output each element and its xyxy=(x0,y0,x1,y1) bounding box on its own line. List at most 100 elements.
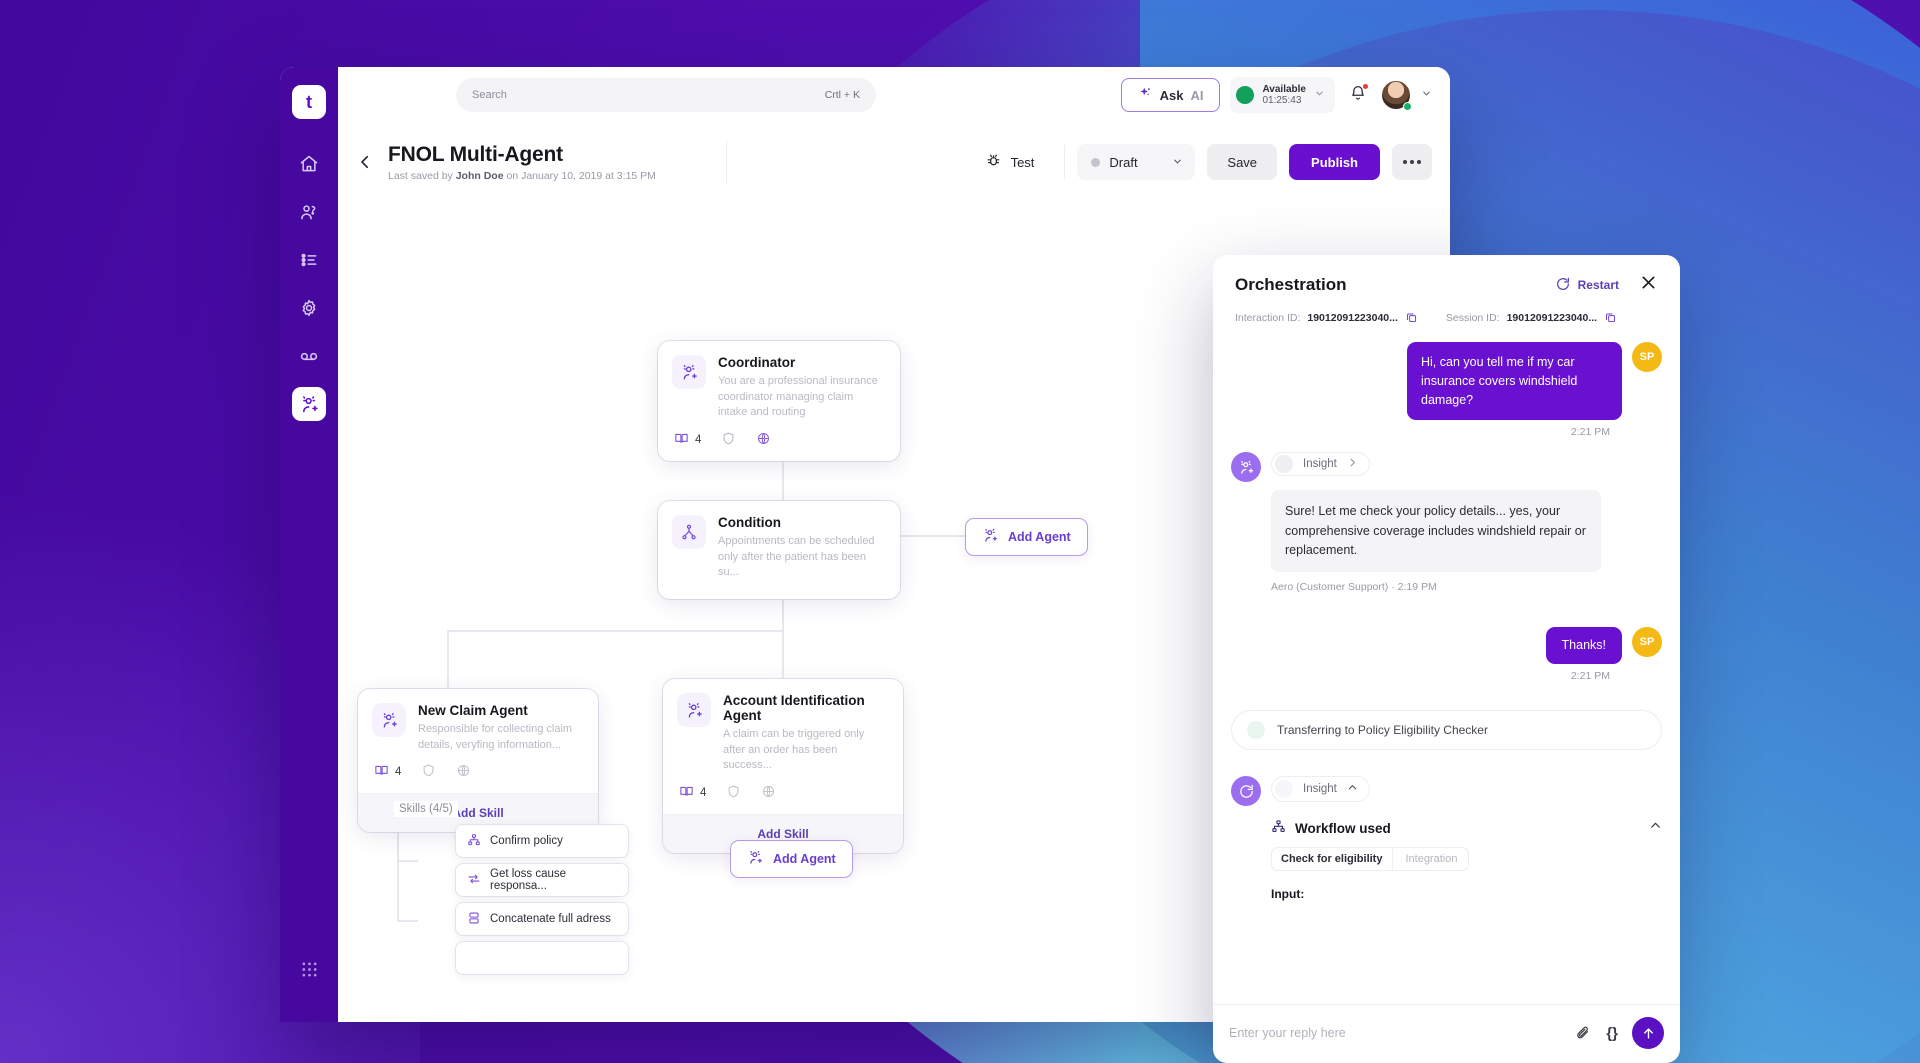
page-header-left: FNOL Multi-Agent Last saved by John Doe … xyxy=(338,123,718,201)
message-agent-1: Sure! Let me check your policy details..… xyxy=(1271,490,1601,573)
knowledge-count[interactable]: 4 xyxy=(674,431,701,449)
integration-indicator[interactable] xyxy=(756,431,771,449)
transform-icon xyxy=(467,872,481,889)
node-meta: 4 xyxy=(658,431,900,461)
message-timestamp: 2:21 PM xyxy=(1570,426,1610,439)
add-agent-button-right[interactable]: Add Agent xyxy=(965,518,1088,556)
message-user-1: Hi, can you tell me if my car insurance … xyxy=(1231,342,1662,421)
shield-icon xyxy=(721,431,736,449)
close-button[interactable] xyxy=(1639,273,1658,297)
availability-text: Available 01:25:43 xyxy=(1262,84,1306,107)
book-icon xyxy=(679,784,694,802)
integration-indicator[interactable] xyxy=(761,784,776,802)
page-title-block: FNOL Multi-Agent Last saved by John Doe … xyxy=(388,143,656,182)
node-description: You are a professional insurance coordin… xyxy=(718,375,878,419)
add-agent-label: Add Agent xyxy=(1008,530,1071,544)
code-braces-icon[interactable]: {} xyxy=(1606,1024,1618,1042)
list-icon xyxy=(299,250,319,270)
globe-icon xyxy=(761,784,776,802)
sidebar-item-agents[interactable] xyxy=(292,195,326,229)
send-button[interactable] xyxy=(1632,1017,1664,1049)
page-header: FNOL Multi-Agent Last saved by John Doe … xyxy=(338,123,1450,201)
guardrail-indicator[interactable] xyxy=(726,784,741,802)
message-timestamp: 2:21 PM xyxy=(1570,670,1610,683)
publish-button[interactable]: Publish xyxy=(1289,144,1380,180)
notifications-button[interactable] xyxy=(1345,82,1371,108)
top-bar-right: Ask AI Available 01:25:43 xyxy=(1120,77,1432,113)
gear-icon xyxy=(299,298,319,318)
restart-label: Restart xyxy=(1577,278,1619,292)
workflow-icon xyxy=(467,833,481,850)
voicemail-icon xyxy=(299,346,319,366)
dot-3 xyxy=(1417,160,1421,164)
insight-toggle-collapsed[interactable]: Insight xyxy=(1271,452,1370,477)
restart-button[interactable]: Restart xyxy=(1555,276,1619,295)
sidebar-item-voicemail[interactable] xyxy=(292,339,326,373)
workflow-chip-type: Integration xyxy=(1392,847,1469,872)
skill-item-concatenate-address[interactable]: Concatenate full adress xyxy=(456,903,628,935)
copy-icon[interactable] xyxy=(1604,311,1617,324)
globe-icon xyxy=(456,763,471,781)
avatar-online-dot xyxy=(1403,102,1412,111)
status-label: Draft xyxy=(1109,154,1138,170)
node-condition[interactable]: Condition Appointments can be scheduled … xyxy=(658,501,900,599)
node-account-identification-agent[interactable]: Account Identification Agent A claim can… xyxy=(663,679,903,853)
bug-icon xyxy=(985,152,1002,172)
more-options-button[interactable] xyxy=(1392,144,1432,180)
skill-item-get-loss-cause[interactable]: Get loss cause responsa... xyxy=(456,864,628,896)
node-description: A claim can be triggered only after an o… xyxy=(723,728,865,772)
guardrail-indicator[interactable] xyxy=(421,763,436,781)
status-dropdown[interactable]: Draft xyxy=(1077,144,1196,180)
profile-chevron-down-icon[interactable] xyxy=(1421,86,1432,104)
transfer-label: Transferring to Policy Eligibility Check… xyxy=(1277,723,1488,738)
insight-label: Insight xyxy=(1303,458,1337,471)
sidebar-item-settings[interactable] xyxy=(292,291,326,325)
insight-toggle-knob xyxy=(1275,455,1293,474)
search-input[interactable]: Search Crtl + K xyxy=(456,78,876,112)
chevron-down-icon xyxy=(1172,155,1183,170)
reply-input[interactable]: Enter your reply here xyxy=(1229,1026,1346,1040)
saved-prefix: Last saved by xyxy=(388,169,456,182)
knowledge-count[interactable]: 4 xyxy=(679,784,706,802)
home-icon xyxy=(299,154,319,174)
orchestration-panel: Orchestration Restart Interaction ID: 19… xyxy=(1213,255,1680,1063)
sidebar-item-multi-agent[interactable] xyxy=(292,387,326,421)
workflow-chip[interactable]: Check for eligibility Integration xyxy=(1271,847,1469,872)
transfer-notice: Transferring to Policy Eligibility Check… xyxy=(1231,710,1662,750)
skill-item-partial[interactable] xyxy=(456,942,628,974)
ask-ai-button[interactable]: Ask AI xyxy=(1120,78,1221,112)
add-agent-icon xyxy=(982,527,999,547)
workflow-icon xyxy=(1271,819,1286,837)
sidebar-item-apps[interactable] xyxy=(292,952,326,986)
back-button[interactable] xyxy=(352,149,378,175)
sidebar-item-queues[interactable] xyxy=(292,243,326,277)
ask-ai-label-suffix: AI xyxy=(1190,87,1204,103)
integration-indicator[interactable] xyxy=(456,763,471,781)
save-button[interactable]: Save xyxy=(1207,144,1278,180)
agent-icon xyxy=(299,202,319,222)
node-meta: 4 xyxy=(663,784,903,814)
availability-selector[interactable]: Available 01:25:43 xyxy=(1230,77,1335,113)
node-body: Account Identification Agent A claim can… xyxy=(663,679,903,784)
skill-item-confirm-policy[interactable]: Confirm policy xyxy=(456,825,628,857)
node-new-claim-agent[interactable]: New Claim Agent Responsible for collecti… xyxy=(358,689,598,833)
knowledge-count[interactable]: 4 xyxy=(374,763,401,781)
add-agent-button-bottom[interactable]: Add Agent xyxy=(730,840,853,878)
insight-toggle-expanded[interactable]: Insight xyxy=(1271,776,1370,803)
search-placeholder: Search xyxy=(472,89,507,101)
node-coordinator[interactable]: Coordinator You are a professional insur… xyxy=(658,341,900,461)
add-skill-button[interactable]: Add Skill xyxy=(663,813,903,853)
attachment-icon[interactable] xyxy=(1575,1025,1592,1042)
sidebar-item-home[interactable] xyxy=(292,147,326,181)
workflow-collapse-button[interactable] xyxy=(1649,819,1662,837)
skill-label: Confirm policy xyxy=(490,835,563,847)
chat-transcript[interactable]: Hi, can you tell me if my car insurance … xyxy=(1213,336,1680,1004)
chevron-right-icon xyxy=(1347,457,1358,471)
copy-icon[interactable] xyxy=(1405,311,1418,324)
guardrail-indicator[interactable] xyxy=(721,431,736,449)
test-button[interactable]: Test xyxy=(966,144,1053,180)
agent-node-icon xyxy=(672,355,706,389)
app-logo[interactable]: t xyxy=(292,85,326,119)
avatar[interactable] xyxy=(1381,80,1412,111)
message-agent-meta: Aero (Customer Support) · 2:19 PM xyxy=(1271,581,1437,594)
